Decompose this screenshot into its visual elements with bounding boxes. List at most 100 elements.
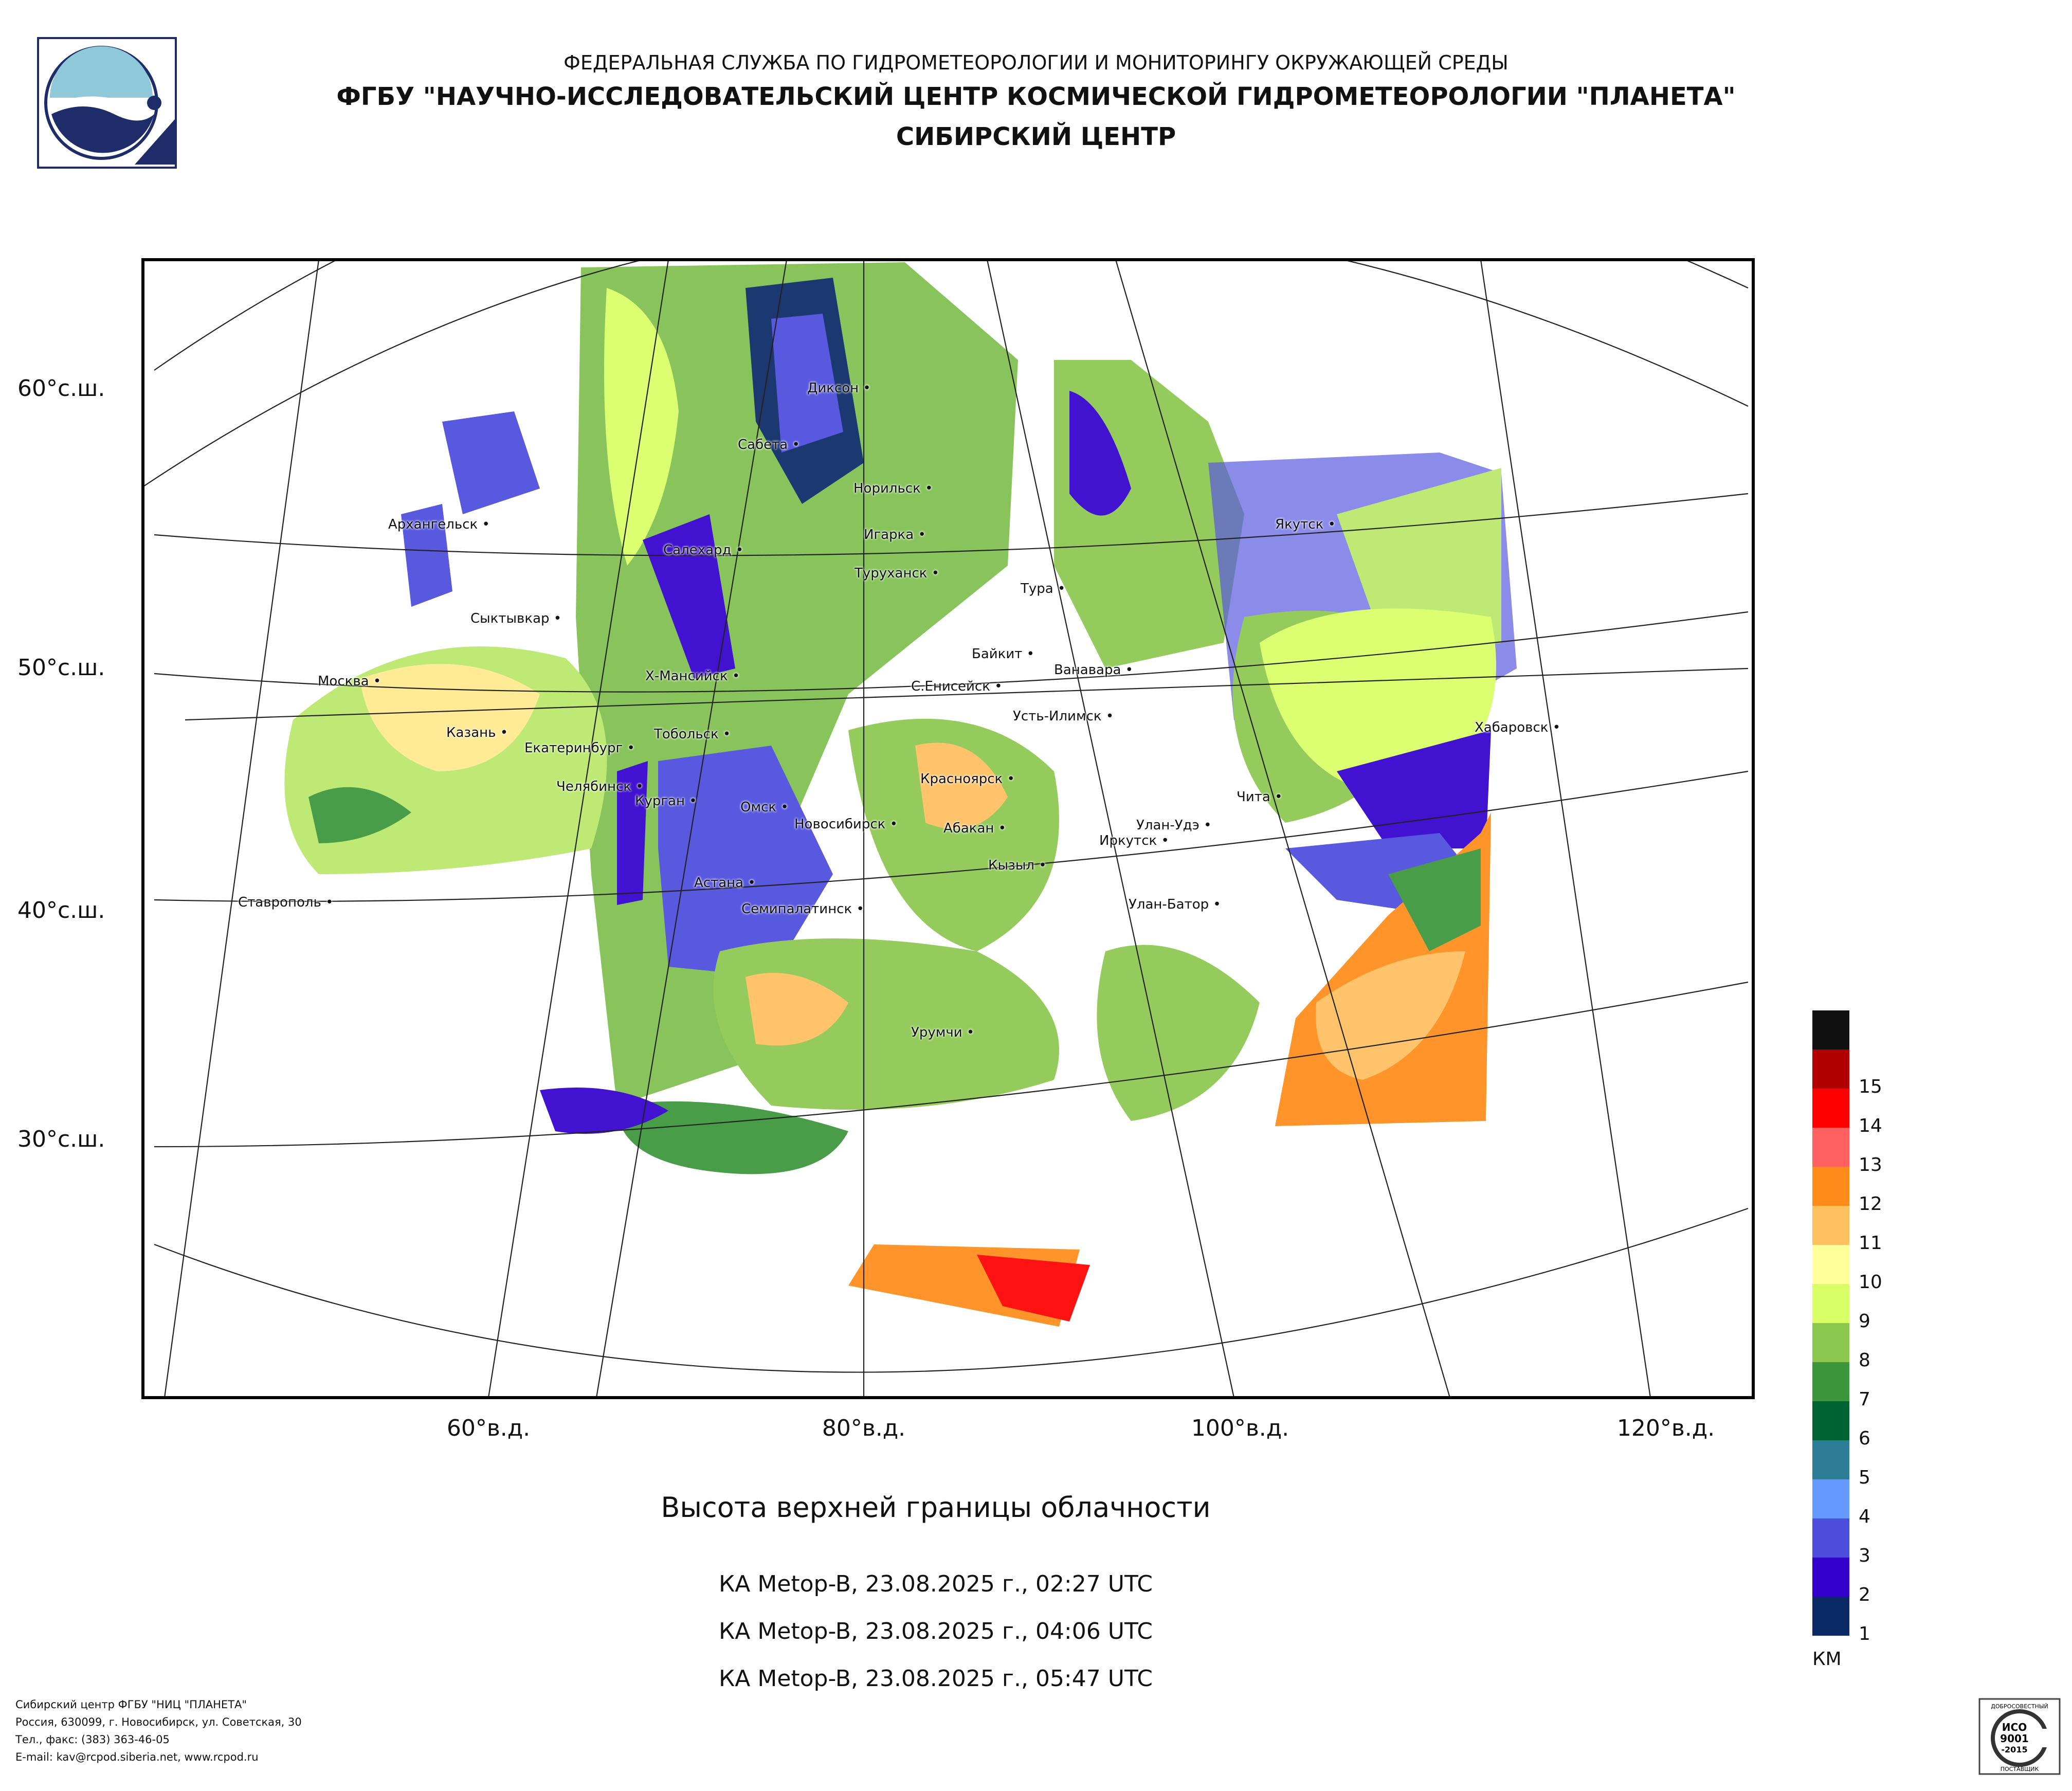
city-dot-icon: • (1053, 581, 1066, 596)
legend-level-label: 10 (1859, 1272, 1882, 1293)
legend-swatch (1812, 1518, 1849, 1558)
city-label: Салехард • (663, 542, 743, 558)
planeta-logo (37, 37, 177, 169)
footer-line-3: Тел., факс: (383) 363-46-05 (15, 1733, 170, 1746)
legend-level-label: 2 (1859, 1584, 1870, 1605)
city-dot-icon: • (1199, 818, 1212, 833)
city-label: Новосибирск • (794, 817, 898, 832)
legend-swatch (1812, 1167, 1849, 1206)
city-label: Курган • (635, 793, 697, 809)
legend-swatch (1812, 1050, 1849, 1089)
city-name: Байкит (972, 646, 1023, 662)
city-name: Улан-Батор (1129, 897, 1209, 912)
city-label: Челябинск • (556, 779, 644, 794)
city-label: Якутск • (1275, 517, 1336, 532)
city-label: Екатеринбург • (524, 740, 635, 756)
satellite-pass-2: КА Metop-B, 23.08.2025 г., 04:06 UTC (719, 1618, 1153, 1644)
lat-label-50: 50°с.ш. (17, 655, 105, 681)
city-dot-icon: • (885, 817, 898, 832)
city-label: Иркутск • (1099, 833, 1169, 848)
city-label: Кызыл • (988, 858, 1047, 873)
city-dot-icon: • (496, 725, 508, 740)
city-name: Астана (694, 875, 744, 891)
cert-2015-text: -2015 (2001, 1745, 2027, 1754)
legend-level-label: 4 (1859, 1506, 1870, 1527)
city-dot-icon: • (728, 668, 740, 684)
city-name: Хабаровск (1475, 720, 1549, 735)
city-dot-icon: • (776, 800, 789, 815)
city-dot-icon: • (684, 793, 697, 809)
city-label: Красноярск • (920, 771, 1015, 787)
city-dot-icon: • (478, 517, 490, 532)
city-dot-icon: • (1157, 833, 1169, 848)
cloud-swath-layer (284, 262, 1517, 1327)
city-dot-icon: • (859, 381, 871, 396)
city-label: Архангельск • (388, 517, 490, 532)
legend-level-label: 1 (1859, 1623, 1870, 1644)
city-dot-icon: • (852, 901, 864, 917)
city-name: С.Енисейск (911, 679, 990, 694)
city-label: Абакан • (943, 821, 1006, 836)
cert-bottom-text: ПОСТАВЩИК (2001, 1766, 2039, 1772)
lat-label-30: 30°с.ш. (17, 1126, 105, 1152)
city-name: Салехард (663, 542, 732, 558)
city-dot-icon: • (1022, 646, 1035, 662)
city-name: Ставрополь (238, 895, 321, 910)
legend-swatch (1812, 1245, 1849, 1284)
city-label: Сабета • (738, 437, 800, 453)
city-dot-icon: • (1270, 789, 1283, 805)
city-label: Диксон • (807, 381, 871, 396)
city-label: Семипалатинск • (741, 901, 864, 917)
city-label: Х-Мансийск • (645, 668, 740, 684)
legend-swatch (1812, 1089, 1849, 1128)
city-label: Байкит • (972, 646, 1034, 662)
city-label: Ванавара • (1054, 662, 1133, 678)
city-name: Абакан (943, 821, 994, 836)
header-line-3: СИБИРСКИЙ ЦЕНТР (896, 122, 1176, 151)
city-dot-icon: • (1548, 720, 1561, 735)
city-dot-icon: • (1121, 662, 1134, 678)
city-name: Новосибирск (794, 817, 886, 832)
city-name: Иркутск (1099, 833, 1157, 848)
city-name: Челябинск (556, 779, 632, 794)
city-name: Курган (635, 793, 685, 809)
city-dot-icon: • (1003, 771, 1015, 787)
city-dot-icon: • (1034, 858, 1047, 873)
legend-level-label: 6 (1859, 1428, 1870, 1449)
city-label: Улан-Удэ • (1136, 818, 1211, 833)
lon-label-100: 100°в.д. (1191, 1415, 1289, 1441)
legend-swatch (1812, 1440, 1849, 1479)
cert-top-text: ДОБРОСОВЕСТНЫЙ (1991, 1703, 2048, 1710)
legend-level-label: 12 (1859, 1193, 1882, 1215)
city-label: Москва • (318, 674, 381, 689)
city-dot-icon: • (962, 1025, 975, 1040)
map-frame (141, 258, 1755, 1399)
city-name: Семипалатинск (741, 901, 852, 917)
legend-level-label: 15 (1859, 1076, 1882, 1097)
satellite-pass-3: КА Metop-B, 23.08.2025 г., 05:47 UTC (719, 1666, 1153, 1692)
city-dot-icon: • (369, 674, 381, 689)
city-label: Туруханск • (855, 566, 939, 581)
city-name: Диксон (807, 381, 859, 396)
city-label: С.Енисейск • (911, 679, 1003, 694)
city-name: Сыктывкар (470, 611, 550, 626)
city-dot-icon: • (1209, 897, 1221, 912)
city-name: Усть-Илимск (1013, 709, 1102, 724)
city-name: Х-Мансийск (645, 668, 728, 684)
city-dot-icon: • (718, 727, 731, 742)
cert-9001-text: 9001 (2000, 1732, 2029, 1745)
city-dot-icon: • (994, 821, 1006, 836)
city-label: Астана • (694, 875, 756, 891)
city-label: Омск • (740, 800, 789, 815)
city-name: Кызыл (988, 858, 1034, 873)
city-dot-icon: • (920, 481, 933, 496)
header-line-2: ФГБУ "НАУЧНО-ИССЛЕДОВАТЕЛЬСКИЙ ЦЕНТР КОС… (336, 82, 1736, 111)
legend-swatch (1812, 1323, 1849, 1362)
legend-level-label: 3 (1859, 1545, 1870, 1566)
city-label: Норильск • (853, 481, 933, 496)
city-name: Ванавара (1054, 662, 1121, 678)
city-label: Казань • (446, 725, 508, 740)
city-label: Хабаровск • (1475, 720, 1560, 735)
legend-level-label: 7 (1859, 1389, 1870, 1410)
satellite-pass-1: КА Metop-B, 23.08.2025 г., 02:27 UTC (719, 1571, 1153, 1597)
